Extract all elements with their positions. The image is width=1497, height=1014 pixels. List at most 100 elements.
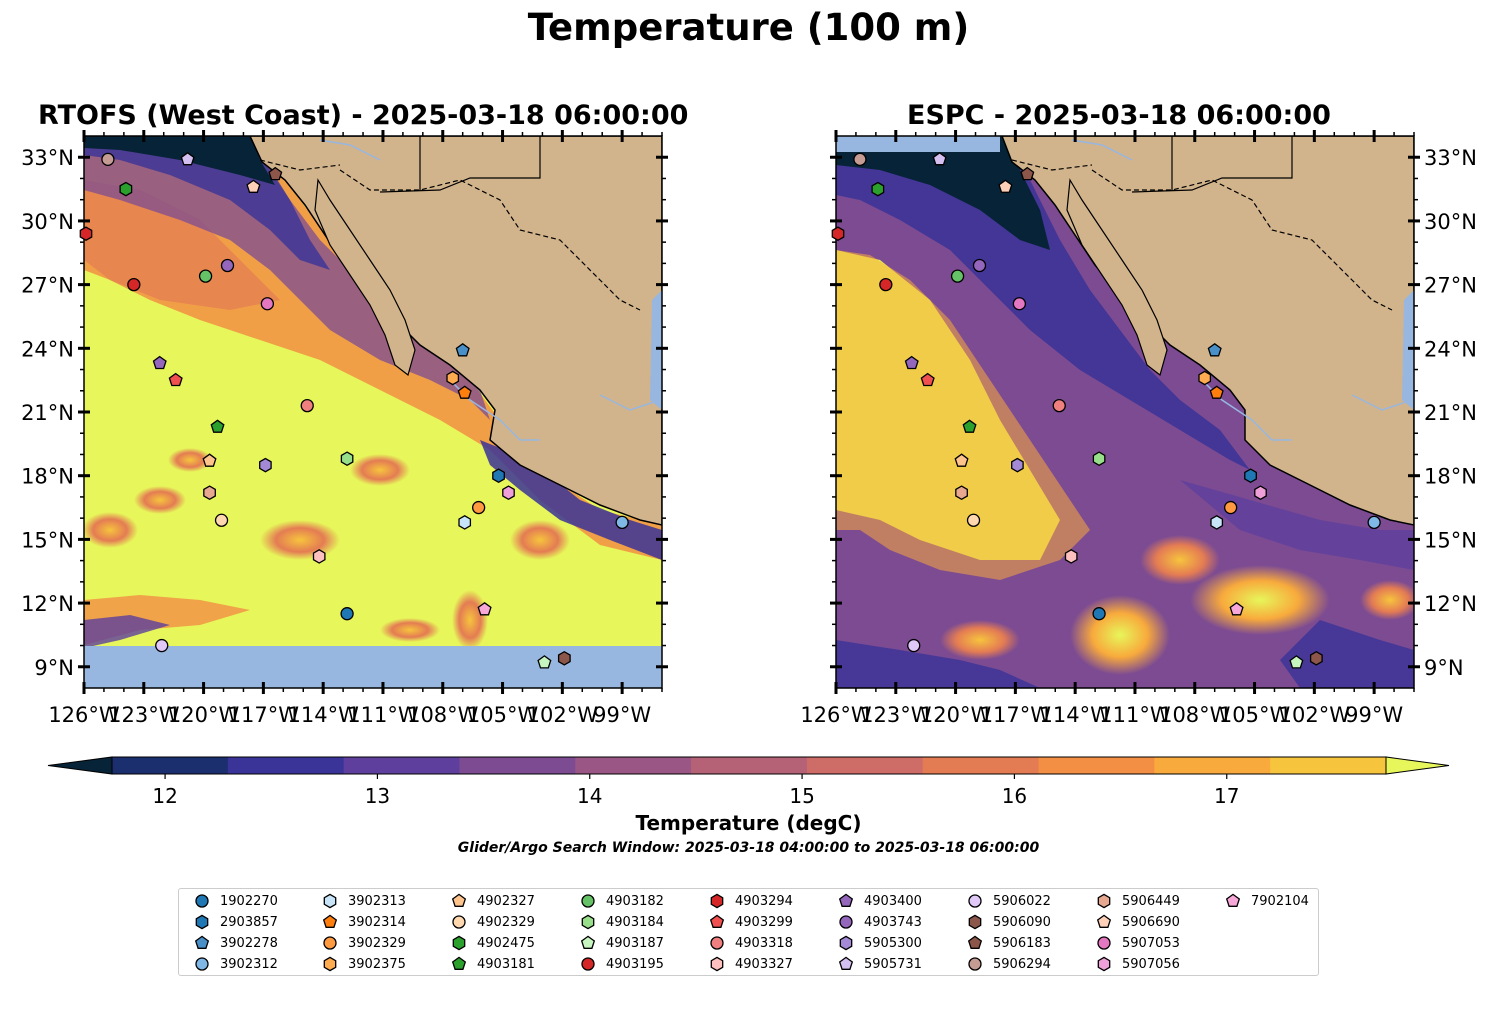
legend-item-label: 3902312: [220, 956, 278, 972]
platform-4903184-marker: [1092, 451, 1106, 467]
search-window-text: Glider/Argo Search Window: 2025-03-18 04…: [457, 840, 1040, 856]
colorbar: 12 13 14 15 16 17: [47, 756, 1450, 808]
legend-marker-4903327: [710, 956, 724, 972]
lat-tick-label: 33°N: [1424, 146, 1477, 170]
legend-item-5906022: 5906022: [967, 891, 1051, 911]
legend-item-label: 3902329: [348, 935, 406, 951]
lat-tick-label: 30°N: [21, 210, 74, 234]
lon-tick-label: 117°W: [228, 703, 300, 727]
legend-item-4902327: 4902327: [451, 891, 535, 911]
platform-4902329-marker: [966, 513, 981, 527]
platform-5905731-marker: [180, 151, 195, 166]
legend-marker-3902313: [323, 893, 337, 909]
platform-4902475-marker: [119, 181, 133, 197]
legend-item-4903299: 4903299: [709, 912, 793, 932]
platform-4903318-marker: [1052, 398, 1066, 413]
legend-item-label: 5906090: [993, 914, 1051, 930]
hexagon-icon: [581, 914, 595, 930]
legend-item-label: 7902104: [1251, 893, 1309, 909]
colorbar-tick-label: 15: [789, 784, 814, 808]
lon-tick-label: 120°W: [920, 703, 992, 727]
platform-2903857-marker: [1244, 468, 1257, 484]
colorbar-segment: [112, 757, 229, 774]
platform-4903195-marker: [879, 277, 893, 292]
lat-tick-label: 24°N: [21, 337, 74, 361]
legend-item-label: 5906294: [993, 956, 1051, 972]
legend-item-label: 4902329: [477, 914, 535, 930]
legend-marker-4903400: [838, 893, 854, 907]
legend-marker-5905731: [838, 956, 854, 970]
legend-marker-4902475: [452, 935, 466, 951]
colorbar-segment: [1154, 757, 1271, 774]
colorbar-tick-label: 13: [365, 784, 390, 808]
pentagon-icon: [194, 935, 210, 949]
lat-tick-label: 27°N: [1424, 274, 1477, 298]
platform-2903857-marker: [492, 468, 505, 484]
platform-4903187-marker: [537, 655, 552, 669]
platform-1902270-marker: [340, 607, 354, 621]
platform-5906690-marker: [998, 179, 1013, 193]
lon-tick-label: 99°W: [593, 703, 651, 727]
pentagon-icon: [1225, 893, 1241, 907]
legend-marker-5906022: [968, 894, 982, 908]
legend-item-label: 4903299: [735, 914, 793, 930]
legend-item-label: 5905300: [864, 935, 922, 951]
legend-item-4903294: 4903294: [709, 891, 793, 911]
lon-tick-label: 111°W: [1099, 703, 1171, 727]
circle-icon: [323, 936, 337, 950]
hexagon-icon: [968, 914, 982, 930]
platform-4903187-marker: [1289, 655, 1304, 669]
platform-5906690-marker: [246, 179, 261, 193]
left-panel-title: RTOFS (West Coast) - 2025-03-18 06:00:00: [38, 100, 689, 131]
legend-item-7902104: 7902104: [1225, 891, 1309, 911]
platform-4903327-marker: [1064, 549, 1078, 564]
figure-title: Temperature (100 m): [527, 6, 970, 49]
lon-tick-label: 108°W: [1159, 703, 1231, 727]
colorbar-tick-label: 17: [1214, 784, 1239, 808]
lon-tick-label: 117°W: [980, 703, 1052, 727]
platform-4902327-marker: [954, 453, 969, 467]
legend-marker-2903857: [195, 914, 209, 930]
platform-3902278-marker: [455, 342, 470, 357]
hexagon-icon: [195, 914, 209, 930]
legend-marker-5906690: [1096, 914, 1112, 928]
pentagon-icon: [838, 893, 854, 907]
colorbar-segment: [1270, 757, 1387, 774]
lat-tick-label: 9°N: [34, 656, 74, 680]
legend-item-3902278: 3902278: [194, 933, 278, 953]
lat-tick-label: 15°N: [1424, 528, 1477, 552]
platform-5905731-marker: [932, 151, 947, 166]
legend-marker-4902329: [452, 915, 466, 929]
platform-5906090-marker: [1309, 650, 1323, 666]
legend-item-5906449: 5906449: [1096, 891, 1180, 911]
platform-5907053-marker: [1012, 297, 1027, 311]
legend-item-label: 5906690: [1122, 914, 1180, 930]
lon-tick-label: 102°W: [1279, 703, 1351, 727]
legend-marker-4903182: [581, 894, 595, 908]
lon-tick-label: 120°W: [168, 703, 240, 727]
platform-4903294-marker: [79, 226, 93, 242]
lon-tick-label: 114°W: [1039, 703, 1111, 727]
legend-item-4903184: 4903184: [580, 912, 664, 932]
legend-item-1902270: 1902270: [194, 891, 278, 911]
legend-item-label: 4902327: [477, 893, 535, 909]
colorbar-segment: [343, 757, 460, 774]
legend-item-label: 4903181: [477, 956, 535, 972]
legend-item-label: 4903182: [606, 893, 664, 909]
platform-3902312-marker: [615, 515, 629, 530]
lat-tick-label: 12°N: [1424, 592, 1477, 616]
platform-3902375-marker: [1198, 370, 1212, 386]
platform-4903743-marker: [220, 258, 235, 273]
platform-3902375-marker: [446, 370, 460, 386]
legend-item-label: 5906449: [1122, 893, 1180, 909]
platform-4903182-marker: [950, 269, 965, 283]
legend-item-label: 4903187: [606, 935, 664, 951]
legend-item-label: 1902270: [220, 893, 278, 909]
legend-marker-3902278: [194, 935, 210, 949]
legend-item-label: 2903857: [220, 914, 278, 930]
platform-5905300-marker: [259, 457, 272, 473]
legend-item-label: 5906022: [993, 893, 1051, 909]
legend-marker-4903184: [581, 914, 595, 930]
legend-item-4903182: 4903182: [580, 891, 664, 911]
legend-marker-3902312: [195, 957, 209, 971]
